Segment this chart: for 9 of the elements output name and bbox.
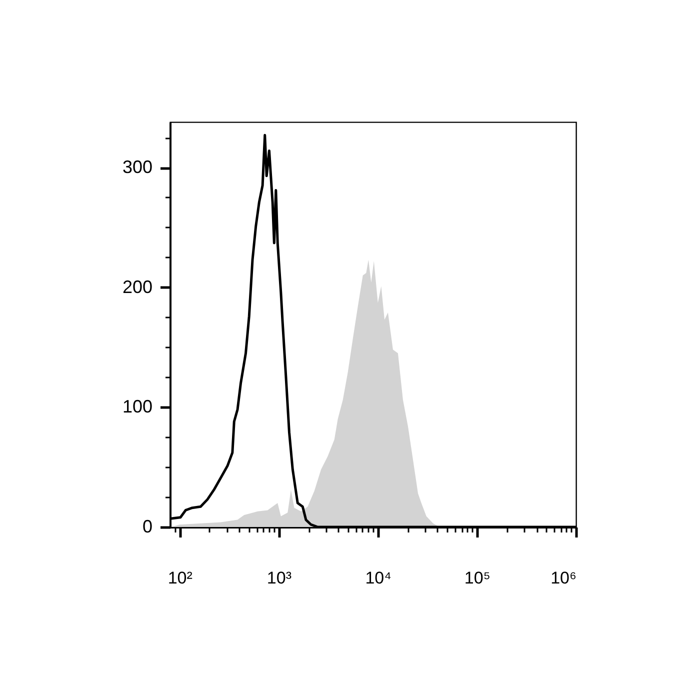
y-tick-label: 300 bbox=[122, 157, 152, 178]
x-tick-label: 10⁵ bbox=[464, 568, 490, 588]
x-tick-label: 10⁴ bbox=[365, 568, 392, 588]
y-tick-label: 100 bbox=[122, 396, 152, 417]
y-tick-label: 0 bbox=[142, 516, 152, 536]
x-tick-label: 10³ bbox=[266, 568, 292, 588]
y-tick-label: 200 bbox=[122, 276, 152, 297]
x-tick-label: 10² bbox=[168, 568, 193, 588]
x-tick-label: 10⁶ bbox=[550, 568, 576, 588]
